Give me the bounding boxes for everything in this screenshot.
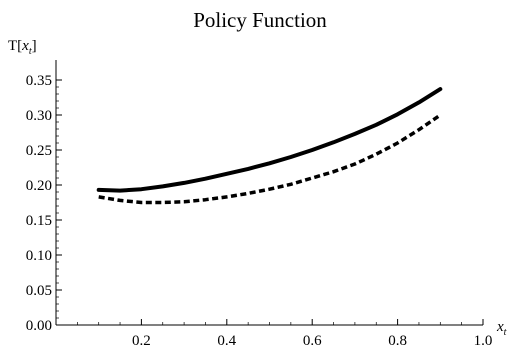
y-axis-label: T[xt]	[8, 38, 37, 57]
y-axis-ticks: 0.00 0.05 0.10 0.15 0.20 0.25 0.30 0.35	[26, 73, 62, 334]
y-tick-label: 0.05	[26, 283, 52, 299]
x-tick-label: 0.4	[217, 333, 236, 349]
series-layer	[96, 87, 443, 205]
y-tick-label: 0.10	[26, 248, 52, 264]
y-tick-label: 0.20	[26, 178, 52, 194]
x-tick-label: 0.8	[388, 333, 407, 349]
x-tick-label: 1.0	[474, 333, 493, 349]
y-tick-label: 0.25	[26, 143, 52, 159]
x-axis-ticks: 0.2 0.4 0.6 0.8 1.0	[76, 319, 493, 349]
x-tick-label: 0.6	[303, 333, 322, 349]
series-line-dashed	[98, 113, 442, 205]
x-tick-label: 0.2	[132, 333, 151, 349]
y-tick-label: 0.30	[26, 108, 52, 124]
y-tick-label: 0.35	[26, 73, 52, 89]
x-axis-label: xt	[496, 319, 507, 338]
y-tick-label: 0.00	[26, 318, 52, 334]
y-tick-label: 0.15	[26, 213, 52, 229]
chart-title: Policy Function	[193, 8, 327, 32]
series-line-solid	[96, 87, 443, 193]
